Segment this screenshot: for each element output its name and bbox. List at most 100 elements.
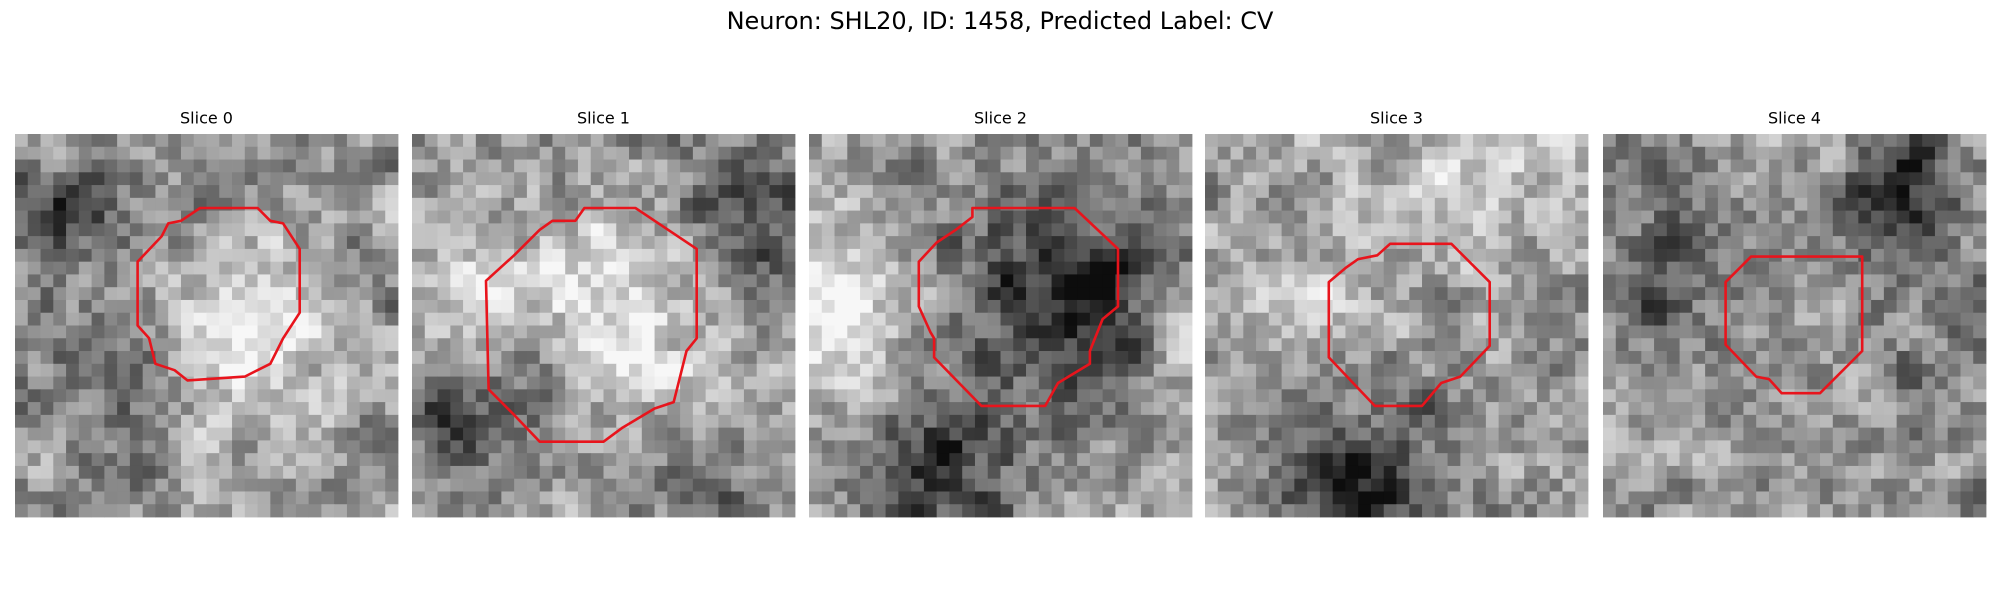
pixel	[78, 185, 92, 199]
pixel	[346, 299, 361, 314]
pixel	[1256, 376, 1270, 390]
pixel	[782, 504, 796, 518]
pixel	[142, 159, 156, 173]
pixel	[232, 478, 246, 492]
pixel	[180, 440, 195, 454]
pixel	[1973, 172, 1987, 186]
pixel	[1549, 389, 1563, 403]
pixel	[78, 414, 92, 429]
pixel	[1422, 376, 1436, 390]
pixel	[180, 159, 195, 173]
pixel	[1909, 440, 1923, 454]
pixel	[463, 351, 477, 365]
pixel	[1973, 491, 1987, 505]
pixel	[40, 299, 54, 314]
pixel	[1332, 376, 1346, 390]
pixel	[949, 261, 963, 275]
pixel	[565, 146, 579, 160]
pixel	[1345, 299, 1359, 314]
pixel	[1781, 274, 1795, 288]
pixel	[1447, 223, 1461, 237]
pixel	[359, 491, 373, 505]
pixel	[1562, 312, 1576, 326]
pixel	[295, 261, 310, 275]
pixel	[577, 453, 592, 467]
pixel	[232, 172, 246, 186]
pixel	[1013, 299, 1027, 314]
pixel	[334, 402, 348, 416]
pixel	[1832, 338, 1846, 352]
pixel	[1768, 376, 1783, 390]
pixel	[885, 172, 899, 186]
pixel	[1217, 363, 1231, 377]
pixel	[334, 312, 348, 326]
pixel	[1026, 440, 1040, 454]
pixel	[129, 134, 144, 148]
pixel	[1654, 287, 1668, 301]
pixel	[1498, 402, 1512, 416]
pixel	[450, 363, 464, 377]
pixel	[1153, 440, 1167, 454]
pixel	[821, 197, 835, 211]
pixel	[1243, 453, 1257, 467]
pixel	[1498, 261, 1512, 275]
slice-image	[809, 134, 1193, 518]
pixel	[193, 146, 207, 160]
pixel	[1641, 134, 1655, 148]
pixel	[1358, 465, 1372, 480]
pixel	[1794, 351, 1808, 365]
pixel	[142, 197, 156, 211]
pixel	[860, 504, 874, 518]
pixel	[1319, 440, 1334, 454]
pixel	[1692, 248, 1706, 263]
pixel	[180, 491, 195, 505]
pixel	[1102, 248, 1116, 263]
pixel	[1166, 312, 1180, 326]
pixel	[860, 261, 874, 275]
pixel	[1434, 185, 1448, 199]
pixel	[53, 223, 67, 237]
pixel	[1896, 389, 1910, 403]
pixel	[1102, 414, 1116, 429]
pixel	[1102, 338, 1116, 352]
pixel	[1498, 363, 1512, 377]
pixel	[180, 389, 195, 403]
pixel	[898, 363, 912, 377]
pixel	[15, 453, 29, 467]
pixel	[1485, 478, 1500, 492]
pixel	[40, 440, 54, 454]
pixel	[1511, 504, 1525, 518]
pixel	[1960, 185, 1974, 199]
pixel	[743, 478, 758, 492]
pixel	[91, 414, 105, 429]
pixel	[1666, 491, 1680, 505]
pixel	[1628, 287, 1642, 301]
pixel	[437, 287, 451, 301]
pixel	[1013, 134, 1027, 148]
pixel	[308, 389, 322, 403]
pixel	[180, 261, 195, 275]
pixel	[539, 287, 553, 301]
pixel	[1409, 465, 1423, 480]
pixel	[1268, 248, 1282, 263]
pixel	[1628, 134, 1642, 148]
pixel	[718, 402, 732, 416]
pixel	[295, 338, 310, 352]
pixel	[1179, 453, 1193, 467]
pixel	[565, 427, 579, 441]
pixel	[962, 274, 976, 288]
pixel	[206, 465, 220, 480]
pixel	[1051, 236, 1065, 250]
pixel	[40, 389, 54, 403]
pixel	[1064, 274, 1078, 288]
pixel	[962, 402, 976, 416]
pixel	[1717, 363, 1732, 377]
pixel	[78, 427, 92, 441]
pixel	[1883, 210, 1898, 224]
pixel	[359, 197, 373, 211]
pixel	[1370, 223, 1385, 237]
pixel	[283, 210, 297, 224]
pixel	[1447, 465, 1461, 480]
pixel	[872, 440, 886, 454]
pixel	[987, 287, 1001, 301]
